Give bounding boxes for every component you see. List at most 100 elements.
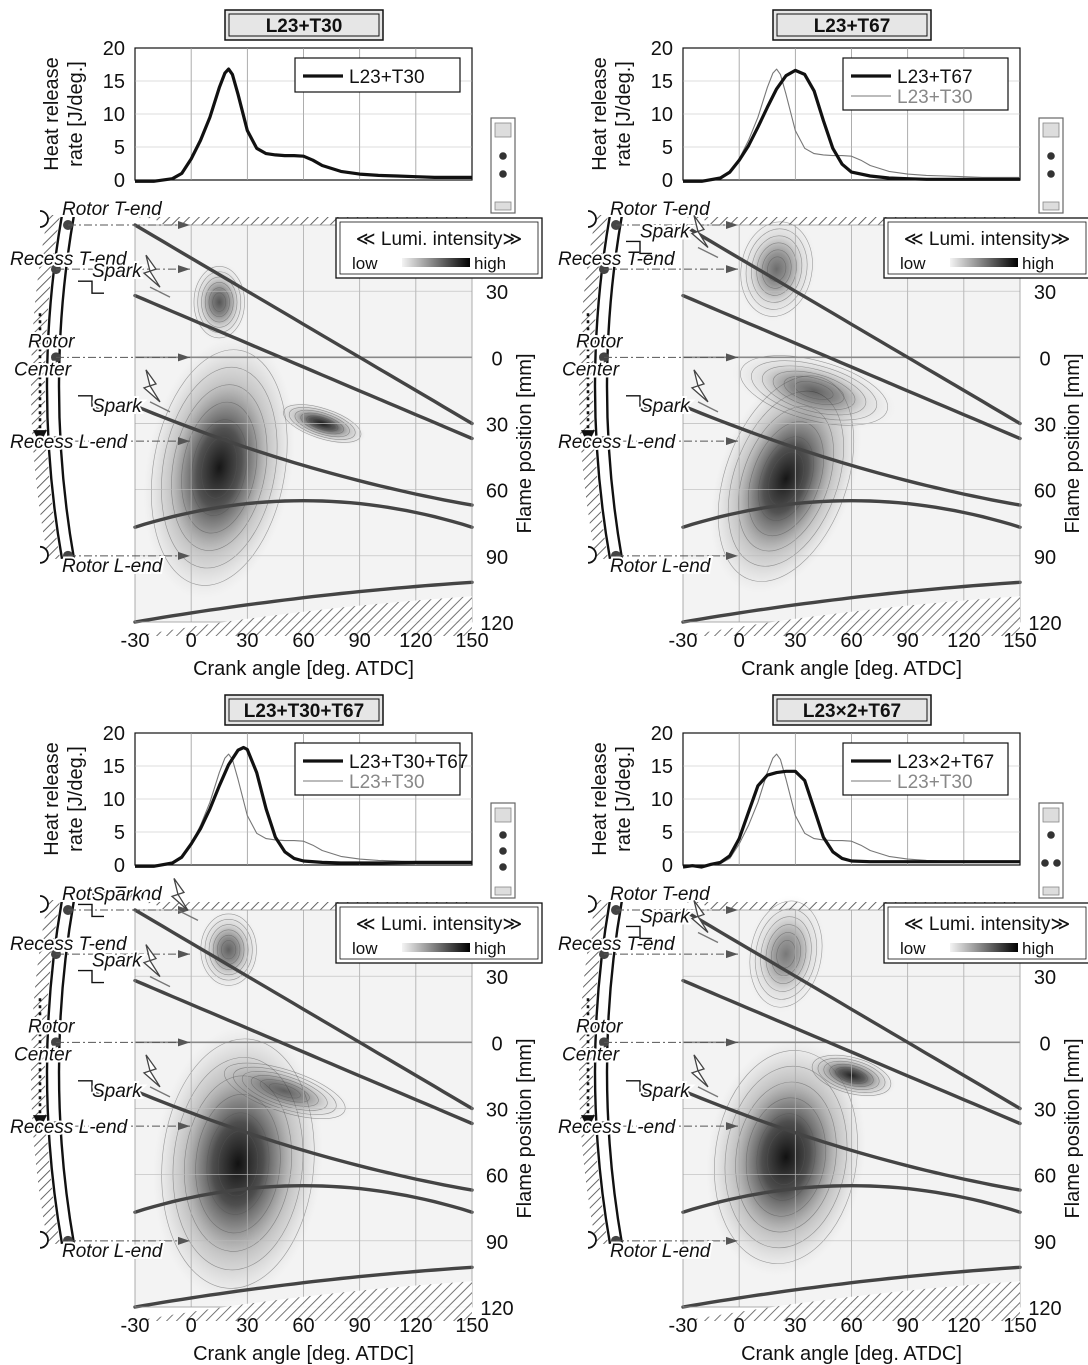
label-recess-t-end: Recess T-end bbox=[558, 934, 676, 955]
engine-icon-bottom bbox=[1042, 201, 1060, 211]
luminosity-contour bbox=[841, 1069, 862, 1081]
spark-plug: Spark bbox=[78, 1054, 171, 1104]
spark-plug: Spark bbox=[626, 1054, 719, 1104]
luminosity-contour bbox=[181, 401, 258, 534]
engine-icon-top bbox=[494, 122, 512, 138]
flame-ytick-label: 120 bbox=[1028, 1298, 1061, 1320]
hrr-ytick-label: 0 bbox=[662, 855, 673, 877]
hrr-ylabel: Heat release rate [J/deg.] bbox=[41, 742, 87, 855]
rotor-schematic: Rotor T-end Recess T-end Rotor Center Recess… bbox=[8, 197, 190, 579]
label-recess-t-end: Recess T-end bbox=[558, 249, 676, 270]
title-box-inner bbox=[228, 698, 380, 722]
luminosity-contour bbox=[770, 932, 801, 977]
spark-plug-dot bbox=[1047, 152, 1055, 160]
spark-plug-port bbox=[626, 1080, 652, 1094]
hrr-ytick-label: 15 bbox=[651, 71, 673, 93]
spark-plug-port bbox=[78, 395, 104, 409]
luminosity-contour bbox=[756, 242, 797, 296]
hrr-legend-label: L23+T30 bbox=[897, 772, 973, 793]
rotor-boundary-curve bbox=[133, 1265, 474, 1309]
luminosity-contour bbox=[294, 409, 350, 438]
label-rotor-t-end: Rotor T-end bbox=[610, 199, 711, 220]
luminosity-legend-box bbox=[883, 902, 1088, 964]
flame-xtick-label: 90 bbox=[897, 1315, 919, 1337]
hrr-ylabel: Heat release rate [J/deg.] bbox=[589, 57, 635, 170]
rotor-boundary-curve bbox=[681, 580, 1022, 624]
label-rotor-l-end: Rotor L-end bbox=[610, 556, 712, 577]
flame-ylabel: Flame position [mm] bbox=[1062, 353, 1084, 533]
luminosity-contour bbox=[161, 1038, 315, 1289]
flame-ytick-label: 120 bbox=[480, 613, 513, 635]
rotor-flank-line bbox=[605, 899, 624, 1245]
spark-lightning-icon bbox=[690, 215, 709, 248]
flame-xtick-label: 60 bbox=[292, 630, 314, 652]
engine-schematic-icon bbox=[1038, 802, 1064, 899]
flame-xtick-label: 0 bbox=[186, 630, 197, 652]
rotor-boundary-curve bbox=[681, 293, 1022, 441]
label-rotor-l-end: Rotor L-end bbox=[610, 1241, 712, 1262]
luminosity-legend-low: low bbox=[352, 939, 378, 958]
luminosity-legend-inner bbox=[339, 906, 539, 960]
flame-xtick-label: 150 bbox=[1003, 630, 1036, 652]
flame-ytick-label: 30 bbox=[1034, 1100, 1056, 1122]
luminosity-contour bbox=[204, 282, 234, 323]
wall-hatch-bottom bbox=[135, 596, 472, 636]
rotor-schematic: Rotor T-end Recess T-end Rotor Center Recess… bbox=[556, 882, 738, 1264]
luminosity-legend-high: high bbox=[1022, 939, 1054, 958]
rotor-boundary-curve bbox=[133, 498, 474, 529]
hrr-ytick-label: 15 bbox=[651, 756, 673, 778]
apex-seal-top bbox=[587, 895, 597, 913]
luminosity-contour bbox=[283, 404, 362, 443]
luminosity-legend-box bbox=[335, 902, 543, 964]
panel-title-text: L23+T67 bbox=[814, 16, 891, 37]
housing-wall-line bbox=[593, 899, 612, 1245]
spark-pointer bbox=[149, 975, 171, 988]
luminosity-contour bbox=[268, 1083, 301, 1099]
luminosity-legend-title: ≪ Lumi. intensity≫ bbox=[904, 914, 1071, 935]
title-box-inner bbox=[776, 13, 928, 37]
hrr-ytick-label: 10 bbox=[651, 789, 673, 811]
apex-seal-bottom bbox=[39, 1230, 49, 1249]
luminosity-legend-low: low bbox=[900, 939, 926, 958]
luminosity-contour bbox=[714, 1050, 858, 1264]
flame-xtick-label: -30 bbox=[669, 1315, 698, 1337]
flame-xlabel: Crank angle [deg. ATDC] bbox=[741, 658, 962, 680]
spark-lightning-icon bbox=[170, 878, 189, 911]
label-recess-t-end: Recess T-end bbox=[10, 249, 128, 270]
flame-ylabel-group: Flame position [mm] bbox=[1062, 1038, 1084, 1218]
flame-ylabel: Flame position [mm] bbox=[514, 1038, 536, 1218]
rotor-boundary-curve bbox=[681, 1183, 1022, 1214]
rotation-arrow-head bbox=[581, 430, 595, 445]
spark-plug-dot bbox=[499, 170, 507, 178]
flame-ylabel-group: Flame position [mm] bbox=[1062, 353, 1084, 533]
spark-plug: Spark bbox=[626, 900, 719, 944]
flame-xtick-label: 0 bbox=[734, 630, 745, 652]
apex-seal-top bbox=[39, 895, 49, 913]
luminosity-contour bbox=[241, 1070, 328, 1111]
luminosity-contour bbox=[724, 1065, 848, 1249]
luminosity-legend-inner bbox=[887, 221, 1087, 275]
flame-ytick-label: 30 bbox=[486, 282, 508, 304]
hrr-ylabel-line2: rate [J/deg.] bbox=[613, 61, 635, 167]
reference-arrow bbox=[726, 353, 738, 362]
flame-xlabel: Crank angle [deg. ATDC] bbox=[193, 658, 414, 680]
flame-ytick-label: 0 bbox=[491, 348, 502, 370]
housing-hatch bbox=[579, 900, 608, 1244]
wall-hatch-bottom bbox=[683, 596, 1020, 636]
hrr-series-line bbox=[683, 68, 1020, 183]
luminosity-contour bbox=[829, 1063, 874, 1087]
rotation-arrow-head bbox=[33, 1115, 47, 1130]
spark-plug-port bbox=[626, 395, 652, 409]
luminosity-legend: ≪ Lumi. intensity≫ low high bbox=[883, 217, 1088, 279]
reference-arrow bbox=[178, 265, 190, 274]
housing-hatch bbox=[31, 900, 60, 1244]
panel-title: L23+T30 bbox=[224, 9, 384, 41]
luminosity-contour bbox=[224, 1062, 346, 1119]
luminosity-contour bbox=[171, 384, 268, 551]
flame-xtick-label: 30 bbox=[236, 1315, 258, 1337]
spark-plug-port bbox=[78, 969, 104, 984]
